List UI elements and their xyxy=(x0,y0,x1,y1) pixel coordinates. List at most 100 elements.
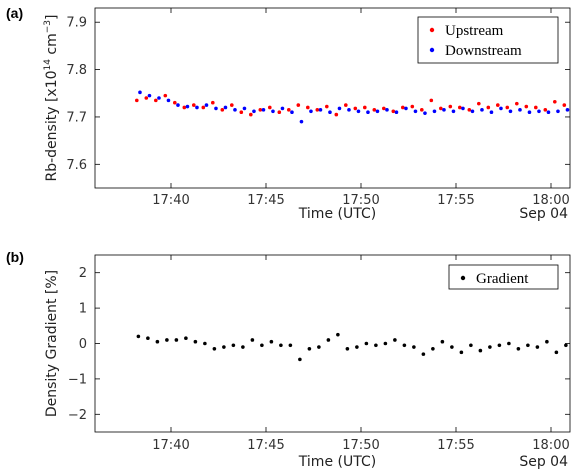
data-point xyxy=(163,93,168,98)
data-point xyxy=(451,109,456,114)
data-point xyxy=(478,348,483,353)
data-point xyxy=(233,108,237,112)
panel-a-y-tick-label: 7.7 xyxy=(66,110,87,125)
panel-b-legend-box xyxy=(448,264,559,290)
data-point xyxy=(480,108,484,112)
data-point xyxy=(230,103,234,107)
data-point xyxy=(467,108,472,112)
panel-a-x-tick-label: 17:55 xyxy=(437,193,474,208)
data-point xyxy=(337,106,342,111)
data-point xyxy=(144,96,149,100)
data-point xyxy=(176,103,180,107)
data-point xyxy=(404,106,408,111)
panel-a-legend-entry: Upstream xyxy=(445,23,504,39)
data-point xyxy=(328,110,332,115)
data-point xyxy=(135,98,139,103)
data-point xyxy=(431,347,435,351)
data-point xyxy=(203,341,207,346)
data-point xyxy=(429,98,434,103)
data-point xyxy=(459,350,464,355)
panel-a-legend-box xyxy=(417,16,559,64)
data-point xyxy=(372,108,377,112)
data-point xyxy=(317,345,321,349)
data-point xyxy=(222,345,226,349)
panel-b-legend-entry: Gradient xyxy=(476,271,529,287)
data-point xyxy=(288,343,293,348)
panel-a-label: (a) xyxy=(6,5,23,21)
data-point xyxy=(326,338,331,342)
data-point xyxy=(534,105,538,110)
panel-a-series-downstream xyxy=(138,90,570,124)
data-point xyxy=(363,105,367,110)
data-point xyxy=(375,109,380,114)
data-point xyxy=(242,106,247,111)
data-point xyxy=(402,343,407,348)
data-point xyxy=(469,343,473,348)
data-point xyxy=(195,105,199,110)
panel-a-y-tick-label: 7.9 xyxy=(66,16,87,31)
data-point xyxy=(374,343,378,348)
panel-b-y-tick-label: −1 xyxy=(68,372,87,387)
data-point xyxy=(231,343,236,348)
data-point xyxy=(268,105,272,110)
data-point xyxy=(271,109,275,114)
data-point xyxy=(279,343,283,348)
panel-a-legend-entry: Downstream xyxy=(445,43,522,59)
data-point xyxy=(526,343,530,348)
data-point xyxy=(347,108,351,112)
data-point xyxy=(505,105,510,110)
data-point xyxy=(421,352,426,356)
data-point xyxy=(366,110,370,115)
data-point xyxy=(546,110,551,115)
data-point xyxy=(185,104,190,109)
data-point xyxy=(527,110,532,115)
data-point xyxy=(508,109,513,114)
data-point xyxy=(269,339,274,344)
data-point xyxy=(537,109,541,114)
data-point xyxy=(486,105,491,110)
data-point xyxy=(298,357,302,362)
panel-b: 17:40 17:45 17:50 17:55 18:00 −2 −1 0 1 2 (b) Time … xyxy=(6,249,571,470)
data-point xyxy=(393,338,397,342)
data-point xyxy=(147,93,152,98)
data-point xyxy=(410,104,415,109)
data-point xyxy=(535,345,540,349)
data-point xyxy=(553,99,557,104)
data-point xyxy=(290,110,294,115)
data-point xyxy=(554,350,559,355)
panel-a-y-tick-label: 7.6 xyxy=(66,158,87,173)
data-point xyxy=(564,343,568,348)
data-point xyxy=(299,119,304,124)
data-point xyxy=(239,110,244,115)
data-point xyxy=(204,103,209,107)
data-point xyxy=(241,345,245,349)
data-point xyxy=(420,108,424,112)
data-point xyxy=(450,345,454,349)
data-point xyxy=(192,103,196,107)
data-point xyxy=(220,108,225,112)
data-point xyxy=(497,343,502,348)
data-point xyxy=(296,103,301,107)
data-point xyxy=(214,106,218,111)
data-point xyxy=(318,108,323,112)
data-point xyxy=(287,108,291,112)
data-point xyxy=(458,105,462,110)
panel-a-series-upstream xyxy=(135,93,567,117)
data-point xyxy=(565,108,570,112)
panel-a-x-tick-label: 17:50 xyxy=(342,193,379,208)
data-point xyxy=(155,339,160,344)
data-point xyxy=(157,96,161,100)
data-point xyxy=(307,347,312,351)
data-point xyxy=(136,334,141,339)
data-point xyxy=(356,109,361,114)
data-point xyxy=(442,108,446,112)
data-point xyxy=(325,104,329,109)
data-point xyxy=(250,338,255,342)
panel-a-date-label: Sep 04 xyxy=(519,206,568,222)
panel-a-plot-frame xyxy=(94,7,571,189)
panel-a-x-tick-label: 18:00 xyxy=(532,193,569,208)
data-point xyxy=(524,104,529,109)
data-point xyxy=(448,104,453,109)
data-point xyxy=(507,341,511,346)
data-point xyxy=(391,109,396,114)
